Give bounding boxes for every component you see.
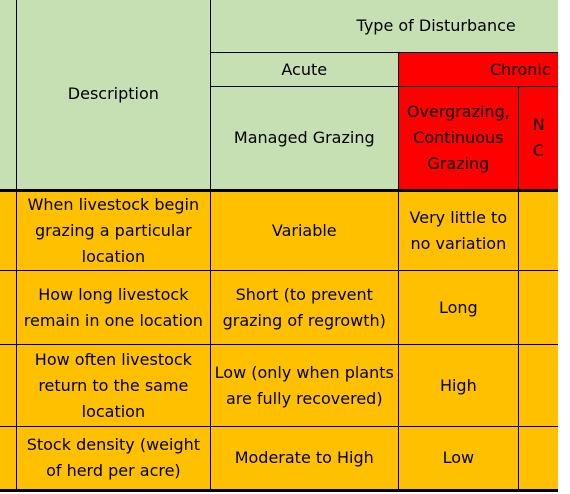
table-row: Stock density (weight of herd per acre) … [0,426,558,492]
row-header-cell[interactable] [0,270,18,345]
grazing-comparison-table: Description Type of Disturbance Acute Ch… [0,0,558,492]
chronic-header-cell[interactable]: Chronic [397,52,558,87]
overgrazing-cell[interactable]: Long [397,270,519,345]
overgrazing-cell[interactable]: High [397,344,519,427]
managed-grazing-text: Moderate to High [234,448,374,467]
description-text: Stock density (weight of herd per acre) [26,435,201,480]
header-row-practice: Managed Grazing Overgrazing, Continuous … [0,86,558,192]
overgrazing-header-cell[interactable]: Overgrazing, Continuous Grazing [397,86,519,192]
overgrazing-label: Overgrazing, Continuous Grazing [406,102,510,173]
managed-grazing-text: Short (to prevent grazing of regrowth) [222,284,386,330]
row-header-cell[interactable] [0,426,18,492]
chronic-label: Chronic [489,59,551,79]
managed-grazing-cell[interactable]: Short (to prevent grazing of regrowth) [209,270,399,345]
managed-grazing-text: Low (only when plants are fully recovere… [214,362,394,408]
overgrazing-text: Low [442,448,475,467]
acute-header-cell[interactable]: Acute [209,52,399,87]
next-column-partial-label: N C [532,115,545,160]
description-header-label: Description [67,84,159,103]
managed-grazing-cell[interactable]: Variable [209,190,399,271]
acute-label: Acute [281,59,328,79]
next-column-header-cell[interactable]: N C [517,86,558,192]
description-text: When livestock begin grazing a particula… [27,195,200,266]
next-column-cell[interactable] [517,426,558,492]
next-column-cell[interactable] [517,344,558,427]
managed-grazing-cell[interactable]: Low (only when plants are fully recovere… [209,344,399,427]
description-cell[interactable]: How long livestock remain in one locatio… [16,270,211,345]
managed-grazing-text: Variable [271,221,337,240]
description-cell[interactable]: When livestock begin grazing a particula… [16,190,211,271]
type-of-disturbance-label: Type of Disturbance [356,15,516,35]
description-text: How often livestock return to the same l… [34,349,192,421]
row-header-blank-cell[interactable] [0,0,18,192]
row-header-cell[interactable] [0,190,18,271]
table-row: How long livestock remain in one locatio… [0,270,558,345]
managed-grazing-label: Managed Grazing [233,128,375,147]
next-column-cell[interactable] [517,190,558,271]
description-cell[interactable]: Stock density (weight of herd per acre) [16,426,211,492]
overgrazing-text: High [439,375,477,395]
managed-grazing-header-cell[interactable]: Managed Grazing [209,86,399,192]
description-text: How long livestock remain in one locatio… [23,284,203,330]
header-row-type: Description Type of Disturbance [0,0,558,192]
table-row: When livestock begin grazing a particula… [0,190,558,271]
type-of-disturbance-header-cell[interactable]: Type of Disturbance [209,0,558,53]
overgrazing-text: Long [438,297,478,317]
next-column-cell[interactable] [517,270,558,345]
description-header-cell[interactable]: Description [16,0,211,192]
overgrazing-cell[interactable]: Low [397,426,519,492]
description-cell[interactable]: How often livestock return to the same l… [16,344,211,427]
overgrazing-text: Very little to no variation [409,208,508,253]
managed-grazing-cell[interactable]: Moderate to High [209,426,399,492]
overgrazing-cell[interactable]: Very little to no variation [397,190,519,271]
row-header-cell[interactable] [0,344,18,427]
table-row: How often livestock return to the same l… [0,344,558,427]
